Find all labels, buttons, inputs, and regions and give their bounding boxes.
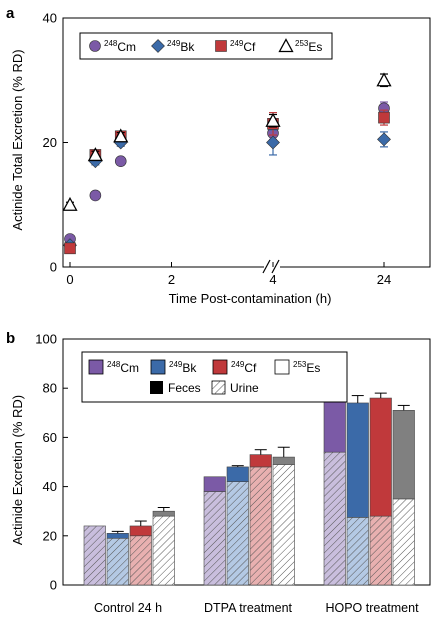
legend-swatch	[150, 359, 166, 375]
y-tick-label: 60	[43, 430, 57, 445]
feces-bar-253Es	[392, 410, 415, 500]
bar-group-1	[203, 446, 295, 586]
panel-b-legend: 248Cm 249Bk 249Cf 253Es Feces Urine	[81, 351, 348, 403]
y-tick-label: 40	[43, 479, 57, 494]
data-point	[113, 128, 129, 143]
panel-a-label: a	[6, 5, 15, 22]
panel-a-data-points	[62, 72, 392, 255]
axis-break-mark	[271, 259, 280, 274]
y-tick-label: 20	[43, 528, 57, 543]
urine-hatch	[107, 538, 129, 585]
panel-b-label: b	[6, 330, 15, 347]
urine-hatch	[250, 466, 272, 585]
feces-bar-249Bk	[106, 533, 129, 539]
y-tick-label: 0	[50, 260, 57, 275]
legend-label: 249Cf	[231, 360, 257, 375]
legend-label: 248Cm	[104, 39, 136, 54]
feces-bar-249Bk	[226, 466, 249, 482]
y-tick-label: 0	[50, 578, 57, 593]
axis-break-mark	[262, 259, 271, 274]
x-tick-label: 24	[377, 272, 391, 287]
data-point	[378, 111, 390, 124]
legend-marker	[215, 40, 227, 52]
data-point	[87, 147, 103, 162]
legend-label: 253Es	[295, 39, 322, 54]
feces-bar-249Cf	[369, 397, 392, 517]
feces-bar-249Cf	[129, 525, 152, 537]
panel-a-x-axis-label: Time Post-contamination (h)	[169, 291, 332, 306]
legend-label: 249Bk	[169, 360, 197, 375]
data-point	[265, 112, 281, 127]
bar-group-0	[83, 507, 175, 586]
legend-urine-hatch	[212, 381, 225, 394]
panel-b-legend-box	[81, 351, 348, 403]
urine-hatch	[153, 516, 175, 585]
feces-bar-249Bk	[346, 402, 369, 518]
urine-hatch	[393, 498, 415, 585]
legend-feces-label: Feces	[168, 381, 201, 395]
panel-b-axes: 0 20 40 60 80 100	[35, 332, 431, 593]
panel-b-bars	[83, 381, 415, 586]
legend-swatch	[88, 359, 104, 375]
data-point	[266, 135, 280, 150]
data-point	[377, 132, 391, 147]
urine-hatch	[227, 481, 249, 585]
panel-b-y-axis-label: Actinide Excretion (% RD)	[10, 395, 25, 545]
urine-hatch	[324, 452, 346, 585]
category-label: HOPO treatment	[325, 601, 419, 615]
legend-label: 248Cm	[107, 360, 139, 375]
legend-swatch	[274, 359, 290, 375]
urine-hatch	[84, 525, 106, 585]
feces-bar-249Cf	[249, 454, 272, 468]
series-253Es	[62, 72, 392, 211]
feces-bar-253Es	[152, 510, 175, 517]
urine-hatch	[130, 535, 152, 585]
legend-label: 253Es	[293, 360, 320, 375]
series-248Cm	[64, 101, 390, 245]
legend-label: 249Bk	[167, 39, 195, 54]
panel-a-y-axis-label: Actinide Total Excretion (% RD)	[10, 49, 25, 230]
feces-bar-253Es	[272, 456, 295, 465]
urine-hatch	[273, 464, 295, 585]
legend-urine-label: Urine	[230, 381, 259, 395]
x-tick-label: 2	[168, 272, 175, 287]
data-point	[376, 72, 392, 87]
y-tick-label: 100	[35, 332, 57, 347]
legend-marker	[89, 40, 101, 52]
panel-a-legend: 248Cm 249Bk 249Cf 253Es	[79, 32, 333, 60]
legend-swatch	[212, 359, 228, 375]
panel-a: a Actinide Total Excretion (% RD) Time P…	[6, 5, 431, 306]
y-tick-label: 80	[43, 381, 57, 396]
legend-feces-swatch	[150, 381, 163, 394]
data-point	[62, 196, 78, 211]
series-249Bk	[63, 129, 391, 253]
x-tick-label: 0	[66, 272, 73, 287]
panel-b-category-labels: Control 24 h DTPA treatment HOPO treatment	[94, 601, 419, 615]
feces-bar-248Cm	[203, 476, 226, 492]
panel-b: b Actinide Excretion (% RD) 0 20 40 60 80 100…	[6, 330, 431, 615]
legend-marker	[151, 39, 165, 53]
urine-hatch	[370, 516, 392, 585]
x-tick-label: 4	[269, 272, 276, 287]
urine-hatch	[347, 517, 369, 585]
legend-label: 249Cf	[230, 39, 256, 54]
urine-hatch	[204, 491, 226, 585]
category-label: Control 24 h	[94, 601, 162, 615]
data-point	[89, 189, 102, 202]
bar-group-2	[323, 381, 415, 586]
data-point	[64, 242, 76, 255]
data-point	[114, 155, 127, 167]
y-tick-label: 40	[43, 11, 57, 26]
legend-marker	[278, 38, 294, 53]
series-249Cf	[64, 109, 390, 255]
category-label: DTPA treatment	[204, 601, 293, 615]
y-tick-label: 20	[43, 135, 57, 150]
